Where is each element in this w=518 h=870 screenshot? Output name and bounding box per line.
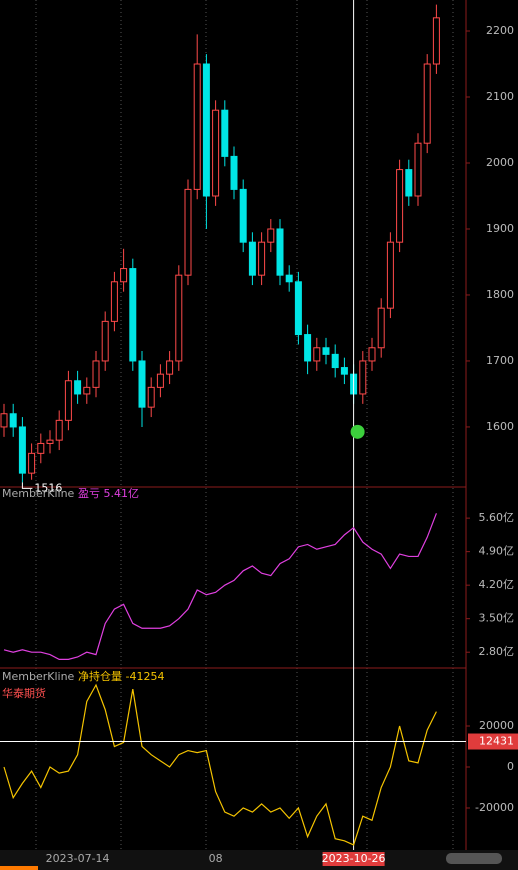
candle-body <box>340 367 348 375</box>
candle-body <box>202 63 210 197</box>
x-tick-label: 2023-07-14 <box>46 852 110 865</box>
candle-body <box>258 241 266 276</box>
x-tick-label: 2023-10-26 <box>322 852 386 865</box>
candle-body <box>322 347 330 355</box>
candle-body <box>377 307 385 349</box>
candle-body <box>37 442 45 454</box>
candle-body <box>221 109 229 157</box>
candle-body <box>166 360 174 375</box>
y-tick-label: 4.20亿 <box>479 578 515 591</box>
candle-body <box>414 142 422 197</box>
y-tick-label: 1900 <box>486 222 514 235</box>
y-tick-label: 4.90亿 <box>479 545 515 558</box>
candle-body <box>304 334 312 362</box>
candle-body <box>28 452 36 474</box>
y-tick-label: 5.60亿 <box>479 511 515 524</box>
y-tick-label: 2.80亿 <box>479 645 515 658</box>
candle-body <box>147 386 155 408</box>
candle-body <box>276 228 284 276</box>
series-line <box>3 513 437 660</box>
candle-body <box>83 386 91 395</box>
candle-body <box>405 169 413 197</box>
y-tick-label: 1800 <box>486 288 514 301</box>
y-tick-label: 2200 <box>486 24 514 37</box>
candle-body <box>359 360 367 395</box>
candle-body <box>331 353 339 369</box>
scrollbar-thumb[interactable] <box>446 853 502 864</box>
candle-body <box>18 426 26 474</box>
candle-body <box>184 188 192 276</box>
candle-body <box>129 268 137 362</box>
candle-body <box>120 268 128 283</box>
x-axis-bar <box>0 850 518 870</box>
candle-body <box>248 241 256 276</box>
candle-body <box>46 439 54 444</box>
candle-body <box>193 63 201 190</box>
candle-body <box>9 413 17 428</box>
panel-title: MemberKline <box>2 670 75 683</box>
y-tick-label: 3.50亿 <box>479 612 515 625</box>
candle-body <box>55 419 63 441</box>
candle-body <box>267 228 275 243</box>
y-tick-label: 1600 <box>486 420 514 433</box>
candle-body <box>313 347 321 362</box>
y-tick-label: 1700 <box>486 354 514 367</box>
candle-body <box>432 17 440 65</box>
candle-body <box>92 360 100 388</box>
x-label-highlight <box>322 852 385 866</box>
candle-body <box>156 373 164 388</box>
candle-body <box>386 241 394 309</box>
candle-body <box>294 281 302 336</box>
candle-body <box>396 169 404 243</box>
smiley-icon <box>350 424 365 439</box>
y-tick-label: 2100 <box>486 90 514 103</box>
low-marker-arrow <box>21 482 33 489</box>
candle-body <box>74 380 82 395</box>
candle-body <box>110 281 118 322</box>
candle-body <box>138 360 146 408</box>
candle-body <box>175 274 183 362</box>
low-marker-label: 1516 <box>34 481 62 494</box>
y-tick-label: -20000 <box>475 801 514 814</box>
candle-body <box>239 188 247 243</box>
series-line <box>3 683 437 846</box>
y-tick-label: 0 <box>507 760 514 773</box>
cursor-value-label: 12431 <box>479 735 514 748</box>
candle-body <box>230 155 238 190</box>
candle-body <box>423 63 431 144</box>
candle-body <box>64 380 72 421</box>
x-tick-label: 08 <box>209 852 223 865</box>
candle-body <box>101 320 109 362</box>
candle-body <box>285 274 293 283</box>
candle-body <box>368 347 376 362</box>
panel-label: 华泰期货 <box>2 686 46 700</box>
candle-body <box>212 109 220 197</box>
panel-title: MemberKline <box>2 487 75 500</box>
panel-subtitle: 盈亏 5.41亿 <box>78 487 139 500</box>
date-grid <box>35 0 454 850</box>
y-tick-label: 20000 <box>479 719 514 732</box>
cursor-value-box <box>468 733 518 750</box>
y-tick-label: 2000 <box>486 156 514 169</box>
panel-subtitle: 净持仓量 -41254 <box>78 669 164 683</box>
scroll-indicator <box>0 866 38 870</box>
candle-body <box>0 413 8 428</box>
